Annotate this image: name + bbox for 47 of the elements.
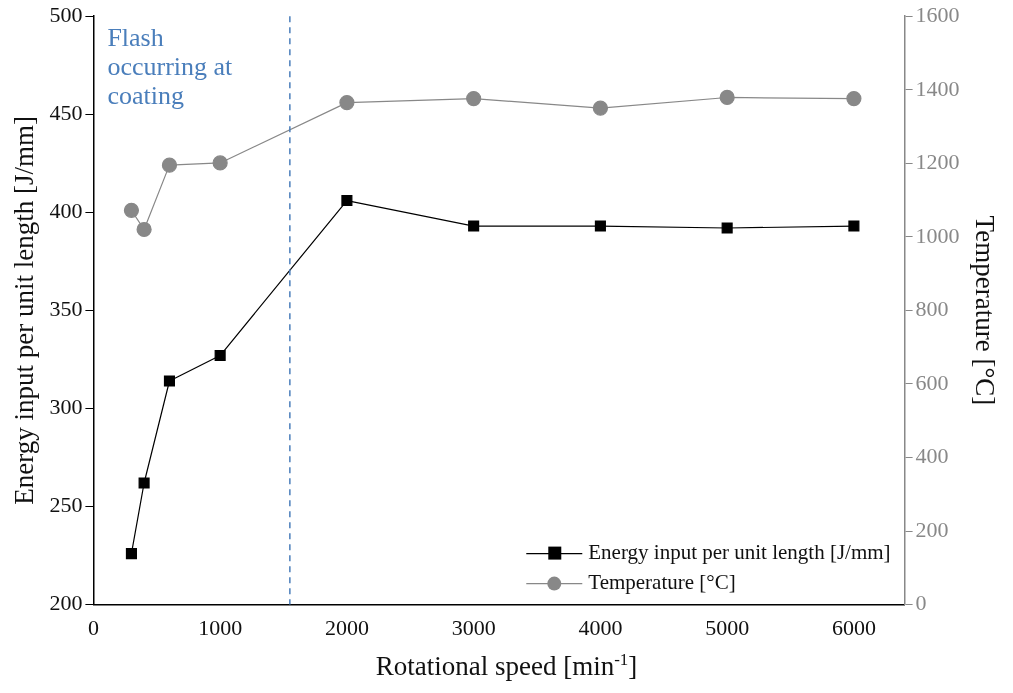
y2-tick-label: 400 xyxy=(915,443,949,469)
point xyxy=(125,548,137,560)
point xyxy=(214,349,226,362)
y2-axis-title: Temperature [°C] xyxy=(969,215,1000,406)
y-tick-label: 450 xyxy=(49,100,83,126)
y2-tick-label: 0 xyxy=(915,590,927,616)
y-axis-title: Energy input per unit length [J/mm] xyxy=(9,116,40,505)
point xyxy=(339,95,355,111)
x-tick-label: 2000 xyxy=(324,614,369,640)
point xyxy=(592,100,608,116)
point xyxy=(466,90,482,107)
y-tick-label: 500 xyxy=(49,1,83,27)
y2-tick-label: 600 xyxy=(915,369,949,395)
point xyxy=(594,220,606,232)
point xyxy=(138,477,150,489)
y2-tick-label: 1600 xyxy=(915,1,960,27)
x-tick-label: 3000 xyxy=(451,614,496,640)
x-axis-title: Rotational speed [min$^{-1}$] xyxy=(374,650,639,682)
y2-tick-label: 1400 xyxy=(915,75,960,101)
point xyxy=(468,220,480,232)
y2-tick-label: 1000 xyxy=(915,222,960,248)
y-tick-label: 350 xyxy=(49,296,83,322)
point xyxy=(136,221,152,238)
y2-tick-label: 200 xyxy=(915,516,949,542)
ref-line-label: Flash occurring at coating xyxy=(107,23,234,111)
x-tick-label: 5000 xyxy=(705,614,750,640)
point xyxy=(846,90,862,107)
point xyxy=(161,157,178,173)
y2-tick-label: 800 xyxy=(915,296,949,322)
y-tick-label: 200 xyxy=(49,590,83,616)
point xyxy=(123,202,140,218)
point xyxy=(163,375,175,387)
point xyxy=(719,89,735,106)
legend-label: Temperature [°C] xyxy=(588,570,736,595)
x-tick-label: 4000 xyxy=(578,614,623,640)
x-tick-label: 1000 xyxy=(198,614,243,640)
point xyxy=(848,220,860,232)
y2-tick-label: 1200 xyxy=(915,149,960,175)
x-tick-label: 0 xyxy=(87,614,99,640)
x-tick-label: 6000 xyxy=(831,614,876,640)
y-tick-label: 400 xyxy=(49,198,83,224)
point xyxy=(341,195,353,207)
point xyxy=(721,222,733,234)
y-tick-label: 250 xyxy=(49,492,83,518)
legend-label: Energy input per unit length [J/mm] xyxy=(588,540,891,565)
point xyxy=(212,155,228,171)
y-tick-label: 300 xyxy=(49,394,83,420)
